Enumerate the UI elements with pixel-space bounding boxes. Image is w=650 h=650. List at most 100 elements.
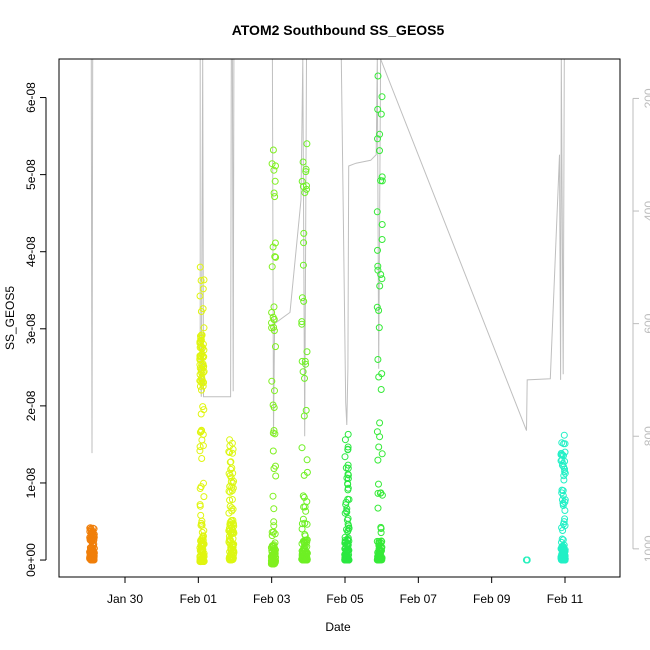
data-point (200, 276, 208, 284)
data-point (270, 315, 278, 323)
y-tick-label: 0e+00 (24, 543, 38, 577)
data-point (299, 368, 307, 376)
data-point (375, 480, 382, 488)
data-point (378, 450, 386, 458)
data-point (225, 470, 233, 478)
data-point (375, 324, 383, 332)
data-point (200, 368, 208, 376)
data-point (271, 253, 279, 261)
data-point (86, 524, 94, 532)
data-point (197, 277, 205, 284)
data-point (344, 446, 352, 454)
data-point (197, 342, 205, 350)
data-point (344, 464, 352, 472)
data-point (301, 374, 308, 382)
data-point (561, 468, 569, 475)
data-point (197, 483, 205, 491)
data-point (198, 376, 206, 384)
data-point (299, 158, 307, 166)
data-point (198, 455, 206, 462)
data-point (303, 456, 311, 464)
data-point (301, 357, 309, 365)
data-points-layer (86, 72, 569, 568)
data-point (227, 517, 235, 525)
data-point (228, 507, 236, 515)
data-point (268, 542, 276, 550)
data-point (200, 406, 208, 414)
data-point (268, 377, 276, 385)
data-point (345, 524, 353, 532)
data-point (228, 483, 236, 491)
data-point (560, 520, 567, 528)
data-point (271, 193, 279, 201)
data-point (228, 504, 236, 512)
data-point (376, 489, 384, 497)
data-point (342, 501, 350, 509)
data-point (300, 552, 308, 560)
data-point (197, 556, 204, 564)
data-point (87, 533, 95, 541)
data-point (376, 147, 383, 155)
x-axis-label: Date (325, 620, 351, 634)
data-point (301, 532, 309, 540)
data-point (226, 449, 234, 456)
data-point (270, 166, 278, 174)
data-point (300, 229, 308, 237)
x-tick-label: Feb 05 (326, 592, 364, 606)
data-point (378, 275, 386, 283)
series-group (373, 72, 386, 564)
data-point (198, 528, 206, 536)
data-point (86, 555, 94, 563)
data-point (271, 177, 279, 185)
series-group (522, 556, 531, 564)
data-point (557, 449, 565, 457)
data-point (557, 457, 565, 465)
data-point (341, 453, 349, 461)
x-tick-label: Feb 01 (180, 592, 218, 606)
data-point (302, 507, 310, 515)
data-point (269, 560, 276, 568)
data-point (378, 491, 386, 499)
data-point (344, 515, 352, 522)
data-point (378, 556, 386, 564)
data-point (558, 538, 565, 546)
data-point (378, 236, 386, 243)
data-point (272, 253, 280, 261)
y2-tick-label: 600 (642, 313, 650, 333)
y2-tick-label: 1000 (642, 535, 650, 562)
data-point (299, 492, 307, 500)
data-point (196, 292, 204, 300)
data-point (271, 387, 278, 395)
data-point (344, 443, 352, 451)
data-point (197, 368, 205, 376)
data-point (229, 449, 236, 457)
data-point (198, 350, 206, 358)
data-point (198, 426, 205, 434)
data-point (88, 548, 96, 556)
altitude-trace-layer (90, 58, 565, 454)
data-point (270, 522, 278, 530)
axes-layer: 0e+00 1e-08 2e-08 3e-08 4e-08 5e-08 6e-08 200 40… (24, 58, 650, 606)
data-point (226, 518, 234, 526)
y-tick-label: 5e-08 (24, 159, 38, 190)
plot-frame (58, 58, 621, 578)
data-point (377, 529, 385, 537)
data-point (558, 486, 566, 494)
data-point (302, 168, 310, 176)
data-point (197, 308, 205, 315)
data-point (560, 476, 568, 484)
data-point (229, 469, 237, 477)
data-point (196, 263, 204, 271)
data-point (90, 533, 98, 541)
data-point (226, 521, 234, 529)
data-point (199, 442, 207, 450)
data-point (560, 431, 568, 439)
data-point (199, 539, 207, 547)
data-point (302, 360, 310, 368)
data-point (196, 501, 204, 509)
data-point (299, 515, 307, 523)
data-point (303, 140, 311, 148)
data-point (272, 472, 280, 480)
series-group (267, 146, 280, 568)
